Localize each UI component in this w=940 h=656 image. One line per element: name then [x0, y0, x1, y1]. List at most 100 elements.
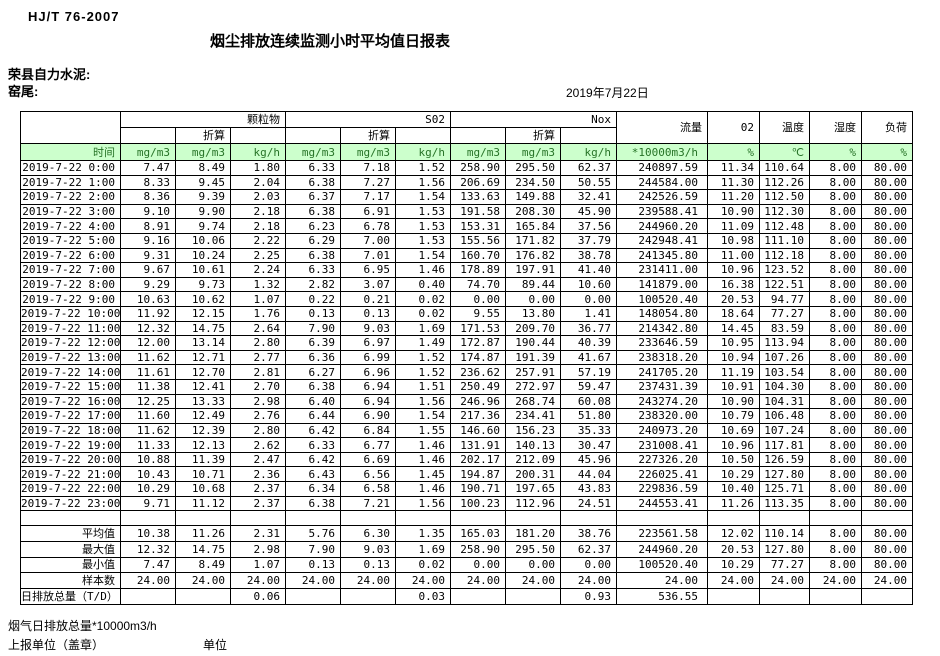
value-cell: 100520.40	[616, 556, 708, 574]
value-cell: 10.63	[120, 291, 176, 307]
value-cell: 181.20	[505, 525, 561, 542]
value-cell: 244960.20	[616, 218, 708, 234]
value-cell: 11.30	[707, 174, 760, 191]
value-cell: 14.75	[175, 320, 231, 337]
value-cell: 11.62	[120, 422, 176, 439]
value-cell: 8.00	[809, 556, 862, 574]
value-cell: 148054.80	[616, 305, 708, 322]
value-cell: 272.97	[505, 378, 561, 395]
value-cell	[230, 510, 286, 527]
value-cell: 1.49	[395, 335, 451, 351]
value-cell: 12.32	[120, 320, 176, 337]
value-cell: 2.76	[230, 408, 286, 424]
table-row: 2019-7-22 13:00 11.62 12.71 2.77 6.36 6.99 1.5…	[20, 349, 913, 366]
table-header: 颗粒物 S02 Nox 流量 02 温度 湿度 负荷 折算 折算 折算 时间 m…	[20, 111, 913, 161]
value-cell: 51.80	[560, 408, 617, 424]
value-cell: 24.00	[120, 572, 176, 589]
value-cell: 111.10	[759, 232, 810, 249]
value-cell: 258.90	[450, 540, 506, 558]
unit-label: 单位	[203, 638, 228, 652]
value-cell: 80.00	[861, 203, 913, 220]
value-cell: 11.33	[120, 437, 176, 453]
value-cell: 80.00	[861, 174, 913, 191]
value-cell: 1.52	[395, 160, 451, 176]
row-label-cell: 2019-7-22 18:00	[20, 422, 121, 439]
unit-cell: mg/m3	[505, 143, 561, 161]
value-cell: 11.39	[175, 451, 231, 468]
value-cell: 0.00	[560, 556, 617, 574]
value-cell: 140.13	[505, 437, 561, 453]
value-cell: 8.00	[809, 525, 862, 542]
value-cell	[759, 588, 810, 605]
value-cell: 30.47	[560, 437, 617, 453]
value-cell: 7.90	[285, 540, 341, 558]
unit-cell: kg/h	[560, 143, 617, 161]
value-cell: 127.80	[759, 540, 810, 558]
row-label-cell: 2019-7-22 16:00	[20, 393, 121, 410]
value-cell: 20.53	[707, 540, 760, 558]
value-cell: 1.53	[395, 203, 451, 220]
value-cell: 11.00	[707, 247, 760, 264]
value-cell: 8.00	[809, 466, 862, 483]
table-row: 2019-7-22 18:00 11.62 12.39 2.80 6.42 6.84 1.5…	[20, 422, 913, 439]
value-cell: 234.50	[505, 174, 561, 191]
row-label-cell: 2019-7-22 11:00	[20, 320, 121, 337]
value-cell: 2.24	[230, 262, 286, 278]
value-cell	[861, 588, 913, 605]
value-cell: 7.00	[340, 232, 396, 249]
value-cell: 194.87	[450, 466, 506, 483]
value-cell	[450, 510, 506, 527]
value-cell: 1.55	[395, 422, 451, 439]
value-cell: 8.00	[809, 495, 862, 512]
table-row: 2019-7-22 8:00 9.29 9.73 1.32 2.82 3.07 0.40 74…	[20, 276, 913, 293]
value-cell: 2.80	[230, 422, 286, 439]
value-cell: 246.96	[450, 393, 506, 410]
value-cell: 38.76	[560, 525, 617, 542]
table-row: 2019-7-22 22:00 10.29 10.68 2.37 6.34 6.58 1.4…	[20, 481, 913, 497]
value-cell: 6.56	[340, 466, 396, 483]
value-cell	[809, 588, 862, 605]
value-cell: 6.58	[340, 481, 396, 497]
value-cell: 6.38	[285, 495, 341, 512]
row-label-cell: 平均值	[20, 525, 121, 542]
value-cell: 6.78	[340, 218, 396, 234]
value-cell: 5.76	[285, 525, 341, 542]
value-cell: 103.54	[759, 364, 810, 380]
value-cell: 8.00	[809, 291, 862, 307]
value-cell: 214342.80	[616, 320, 708, 337]
value-cell: 242948.41	[616, 232, 708, 249]
value-cell: 57.19	[560, 364, 617, 380]
table-row: 2019-7-22 2:00 8.36 9.39 2.03 6.37 7.17 1.54 13…	[20, 189, 913, 205]
value-cell: 100.23	[450, 495, 506, 512]
table-row: 2019-7-22 19:00 11.33 12.13 2.62 6.33 6.77 1.4…	[20, 437, 913, 453]
value-cell: 112.50	[759, 189, 810, 205]
value-cell: 6.69	[340, 451, 396, 468]
value-cell: 6.42	[285, 422, 341, 439]
value-cell: 6.99	[340, 349, 396, 366]
value-cell: 10.96	[707, 437, 760, 453]
value-cell: 80.00	[861, 320, 913, 337]
value-cell: 35.33	[560, 422, 617, 439]
value-cell: 6.97	[340, 335, 396, 351]
value-cell: 1.35	[395, 525, 451, 542]
value-cell: 44.04	[560, 466, 617, 483]
value-cell: 0.13	[285, 305, 341, 322]
value-cell: 38.78	[560, 247, 617, 264]
value-cell: 250.49	[450, 378, 506, 395]
value-cell: 7.47	[120, 160, 176, 176]
blank-cell	[230, 127, 286, 144]
value-cell: 2.80	[230, 335, 286, 351]
row-label-cell: 2019-7-22 12:00	[20, 335, 121, 351]
value-cell: 11.12	[175, 495, 231, 512]
value-cell: 8.00	[809, 335, 862, 351]
blank-cell	[560, 127, 617, 144]
value-cell: 146.60	[450, 422, 506, 439]
value-cell: 11.61	[120, 364, 176, 380]
value-cell: 60.08	[560, 393, 617, 410]
value-cell: 80.00	[861, 378, 913, 395]
value-cell: 1.56	[395, 495, 451, 512]
value-cell: 7.47	[120, 556, 176, 574]
value-cell: 24.00	[616, 572, 708, 589]
value-cell: 6.29	[285, 232, 341, 249]
